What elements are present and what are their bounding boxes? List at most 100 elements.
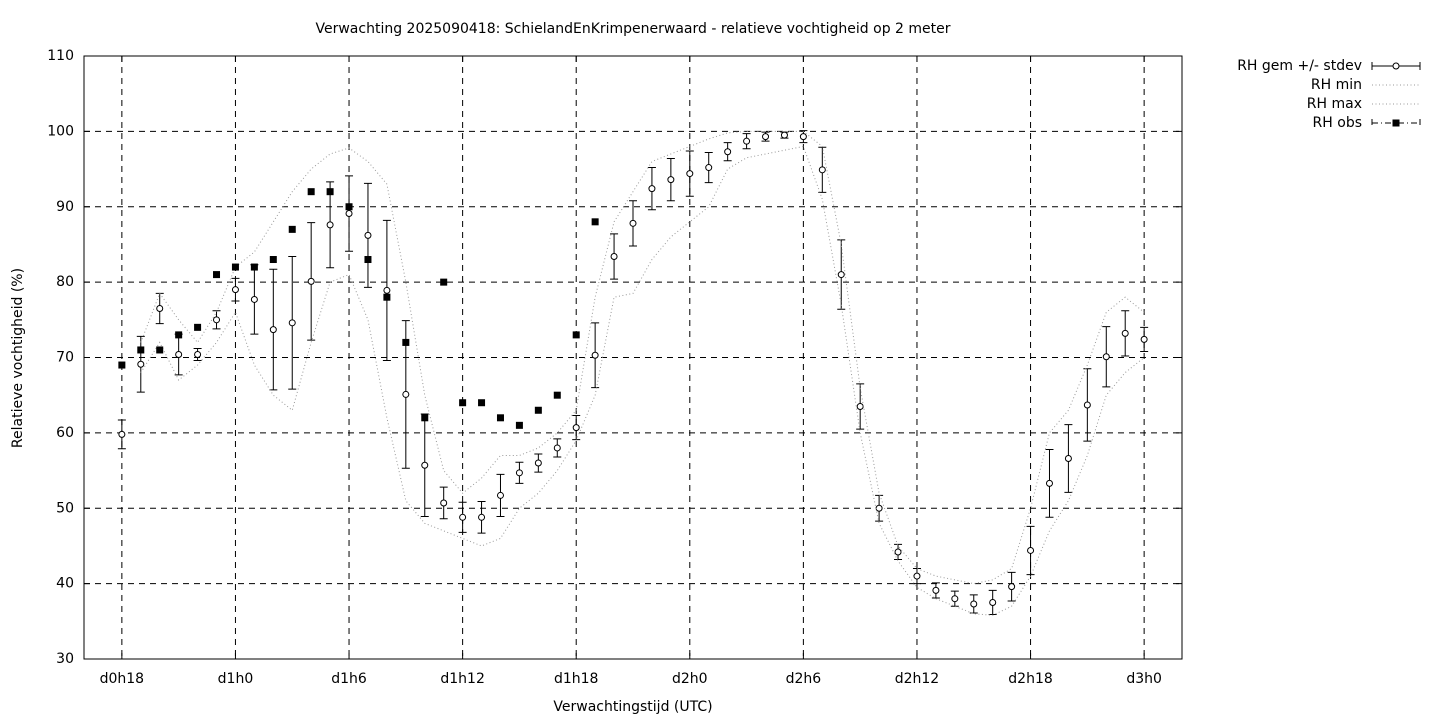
mean-point: [459, 513, 467, 521]
mean-point: [345, 210, 353, 218]
mean-point: [913, 572, 921, 580]
obs-point: [515, 421, 523, 429]
mean-point: [175, 350, 183, 358]
mean-point: [1121, 329, 1129, 337]
mean-point: [951, 595, 959, 603]
mean-point: [1008, 583, 1016, 591]
mean-point: [667, 176, 675, 184]
mean-point: [762, 133, 770, 141]
obs-point: [459, 399, 467, 407]
mean-point: [705, 164, 713, 172]
obs-point: [326, 188, 334, 196]
obs-point: [269, 256, 277, 264]
mean-point: [629, 219, 637, 227]
mean-point: [402, 390, 410, 398]
mean-point: [515, 469, 523, 477]
mean-point: [440, 499, 448, 507]
legend-label: RH gem +/- stdev: [1237, 58, 1362, 74]
y-tick-label: 60: [56, 425, 74, 441]
legend-label: RH min: [1311, 77, 1362, 93]
x-tick-label: d1h12: [440, 671, 484, 687]
obs-point: [440, 278, 448, 286]
mean-point: [137, 360, 145, 368]
mean-point: [648, 185, 656, 193]
mean-point: [231, 286, 239, 294]
x-tick-label: d1h18: [554, 671, 598, 687]
obs-point: [345, 203, 353, 211]
mean-point: [743, 137, 751, 145]
x-tick-label: d0h18: [100, 671, 144, 687]
plot-frame: [83, 55, 1183, 660]
mean-point: [250, 295, 258, 303]
obs-point: [402, 338, 410, 346]
y-tick-label: 100: [47, 123, 74, 139]
mean-point: [326, 221, 334, 229]
x-tick-label: d2h0: [672, 671, 708, 687]
obs-point: [231, 263, 239, 271]
mean-point: [1045, 479, 1053, 487]
mean-point: [156, 305, 164, 313]
legend-sample: [1392, 119, 1400, 127]
obs-point: [572, 331, 580, 339]
x-tick-label: d1h0: [218, 671, 254, 687]
mean-point: [383, 286, 391, 294]
mean-point: [269, 326, 277, 334]
y-tick-label: 90: [56, 199, 74, 215]
range-line: [140, 130, 1145, 585]
mean-point: [1083, 401, 1091, 409]
mean-point: [1027, 546, 1035, 554]
mean-point: [591, 351, 599, 359]
x-tick-label: d3h0: [1126, 671, 1162, 687]
mean-point: [875, 504, 883, 512]
x-tick-label: d2h12: [895, 671, 939, 687]
mean-point: [213, 316, 221, 324]
mean-point: [572, 424, 580, 432]
chart-title: Verwachting 2025090418: SchielandEnKrimp…: [316, 21, 951, 37]
mean-point: [724, 148, 732, 156]
mean-point: [818, 166, 826, 174]
obs-point: [591, 218, 599, 226]
obs-point: [478, 399, 486, 407]
x-axis-label: Verwachtingstijd (UTC): [553, 699, 712, 715]
mean-point: [989, 598, 997, 606]
y-tick-label: 50: [56, 500, 74, 516]
x-tick-label: d2h6: [786, 671, 822, 687]
legend-label: RH obs: [1313, 115, 1362, 131]
obs-point: [534, 406, 542, 414]
mean-point: [894, 548, 902, 556]
legend-sample: [1392, 62, 1400, 70]
legend-label: RH max: [1307, 96, 1362, 112]
mean-point: [118, 430, 126, 438]
mean-point: [856, 402, 864, 410]
y-axis-label: Relatieve vochtigheid (%): [10, 268, 26, 448]
y-tick-label: 110: [47, 48, 74, 64]
mean-point: [686, 170, 694, 178]
obs-point: [175, 331, 183, 339]
obs-point: [288, 225, 296, 233]
mean-point: [307, 277, 315, 285]
mean-point: [364, 231, 372, 239]
obs-point: [156, 346, 164, 354]
mean-point: [194, 350, 202, 358]
obs-point: [553, 391, 561, 399]
mean-point: [780, 131, 788, 139]
obs-point: [137, 346, 145, 354]
obs-point: [118, 361, 126, 369]
obs-point: [496, 414, 504, 422]
mean-point: [478, 513, 486, 521]
obs-point: [421, 414, 429, 422]
obs-point: [213, 271, 221, 279]
obs-point: [383, 293, 391, 301]
mean-point: [496, 491, 504, 499]
obs-point: [250, 263, 258, 271]
mean-point: [288, 319, 296, 327]
mean-point: [1064, 455, 1072, 463]
y-tick-label: 40: [56, 576, 74, 592]
mean-point: [553, 444, 561, 452]
mean-point: [1140, 335, 1148, 343]
mean-point: [1102, 353, 1110, 361]
y-tick-label: 70: [56, 350, 74, 366]
x-tick-label: d1h6: [331, 671, 367, 687]
